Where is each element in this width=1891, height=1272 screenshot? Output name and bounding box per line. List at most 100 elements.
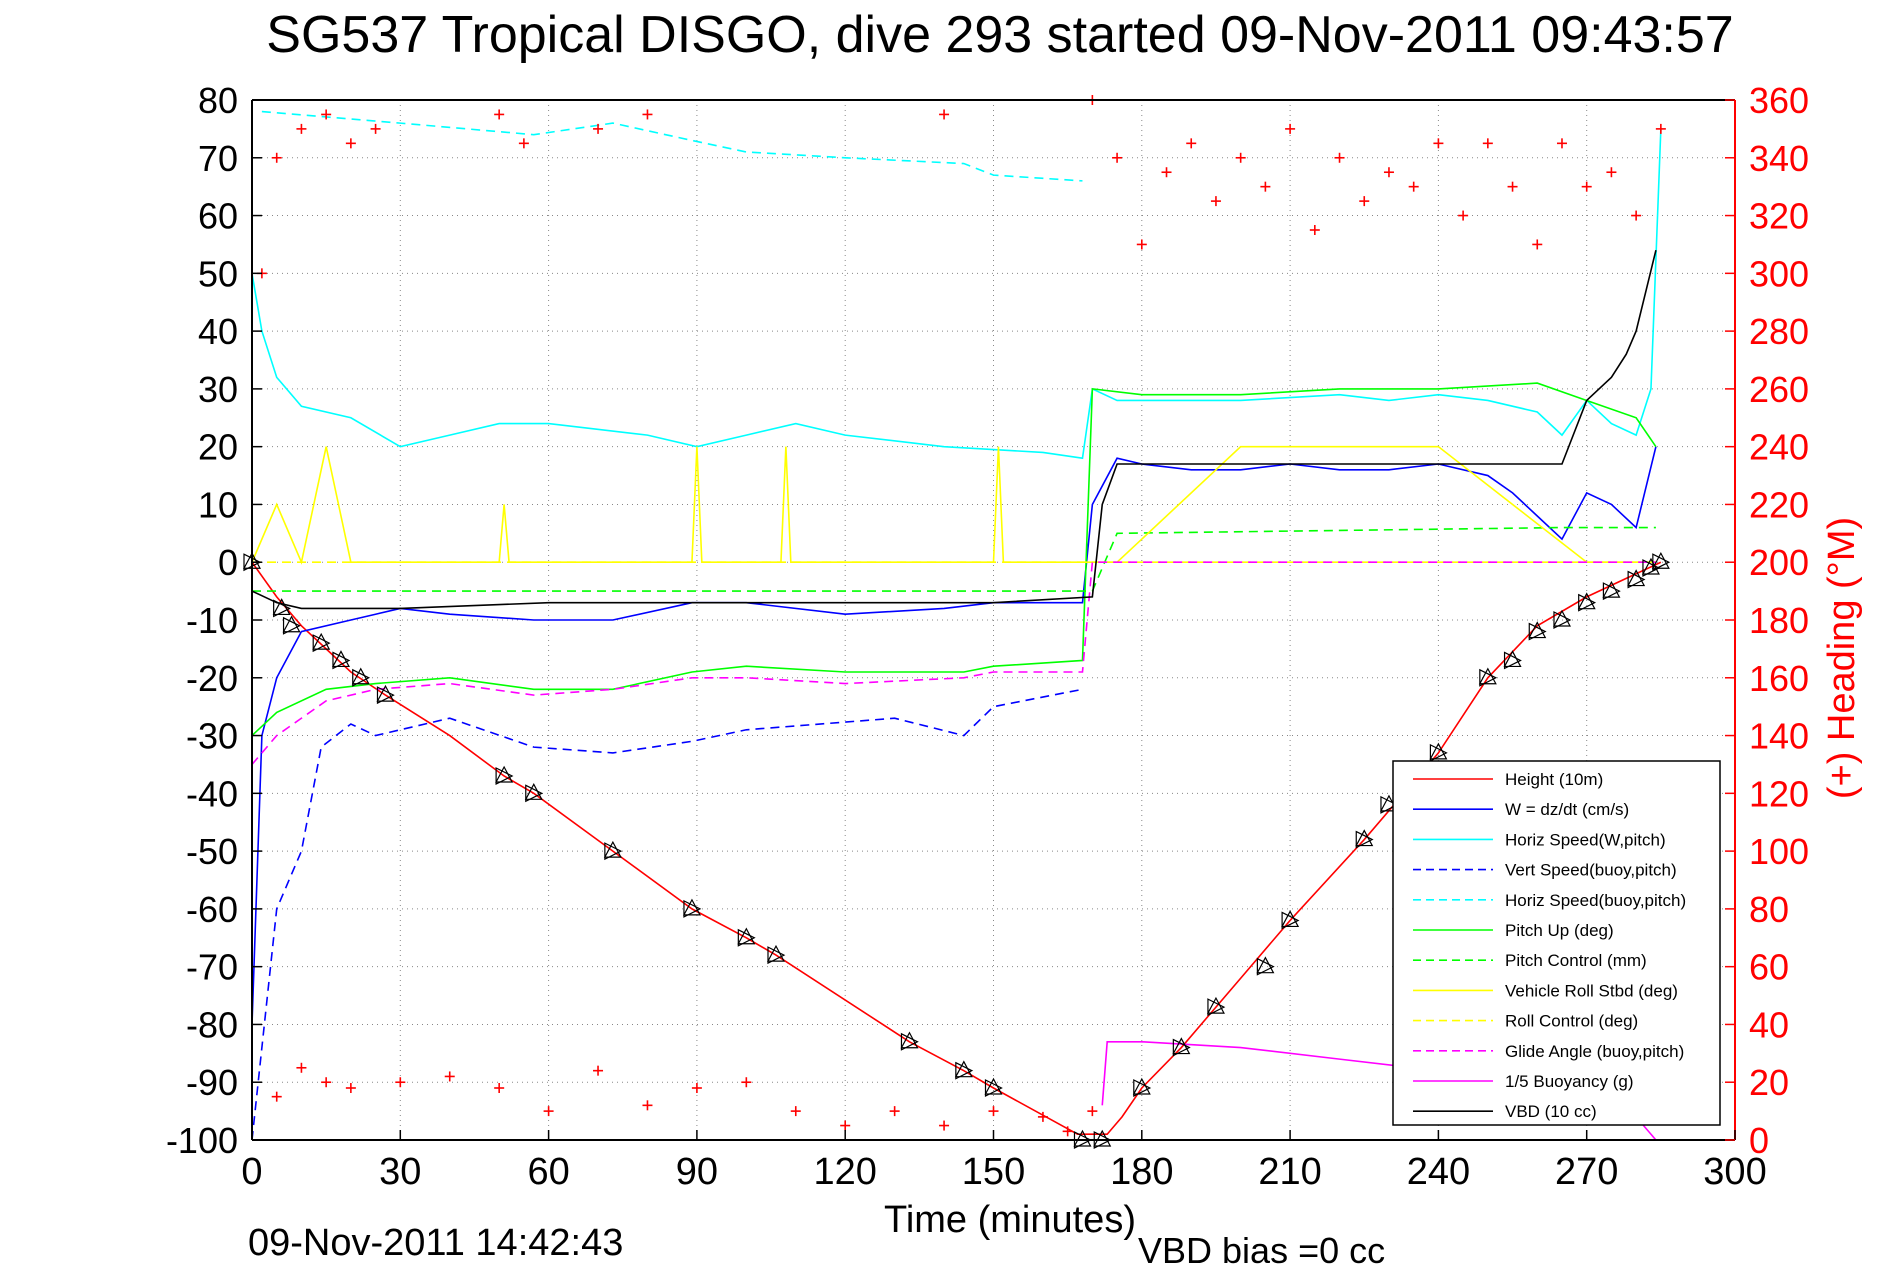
y2-tick-label: 340 — [1749, 138, 1809, 179]
heading-marker — [741, 1077, 752, 1088]
series-line — [251, 382, 1657, 737]
pitch-marker — [1207, 998, 1226, 1017]
pitch-marker — [1503, 651, 1522, 670]
y2-tick-label: 100 — [1749, 831, 1809, 872]
y-tick-label: 10 — [198, 484, 238, 525]
roll-marker — [1478, 667, 1497, 685]
y-tick-label: -10 — [186, 600, 238, 641]
heading-marker — [642, 109, 653, 120]
legend: Height (10m) W = dz/dt (cm/s) Horiz Speed(… — [1392, 760, 1721, 1126]
heading-marker — [1136, 239, 1147, 250]
y2-tick-label: 360 — [1749, 80, 1809, 121]
pitch-marker — [1355, 830, 1374, 849]
heading-marker — [840, 1120, 851, 1131]
pitch-marker — [737, 928, 756, 947]
heading-marker — [691, 1083, 702, 1093]
heading-marker — [1235, 152, 1246, 163]
y2-axis-label: (+) Heading (°M) — [1821, 517, 1863, 799]
heading-marker — [1507, 181, 1518, 192]
roll-marker — [1641, 557, 1660, 575]
legend-label: Pitch Up (deg) — [1505, 921, 1614, 940]
roll-marker — [954, 1060, 973, 1078]
roll-marker — [766, 944, 785, 962]
legend-label: 1/5 Buoyancy (g) — [1505, 1072, 1634, 1091]
pitch-marker — [1627, 570, 1646, 589]
pitch-marker — [1553, 611, 1572, 629]
heading-marker — [642, 1100, 653, 1111]
y2-tick-label: 180 — [1749, 600, 1809, 641]
legend-label: Vehicle Roll Stbd (deg) — [1505, 981, 1678, 1000]
legend-label: VBD (10 cc) — [1505, 1102, 1597, 1121]
roll-marker — [312, 632, 331, 650]
series-line — [251, 688, 1083, 1141]
heading-marker — [1581, 181, 1592, 192]
y2-tick-label: 300 — [1749, 253, 1809, 294]
y2-tick-label: 240 — [1749, 427, 1809, 468]
roll-marker — [1093, 1129, 1112, 1147]
legend-label: Horiz Speed(W,pitch) — [1505, 830, 1666, 849]
y2-tick-label: 60 — [1749, 947, 1789, 988]
x-tick-label: 0 — [241, 1151, 262, 1193]
y-tick-label: 20 — [198, 427, 238, 468]
roll-marker — [1651, 551, 1670, 569]
pitch-marker — [984, 1079, 1003, 1097]
pitch-marker — [525, 784, 544, 803]
legend-label: Vert Speed(buoy,pitch) — [1505, 861, 1677, 880]
series-line — [251, 250, 1657, 610]
y-tick-label: 80 — [198, 80, 238, 121]
x-tick-label: 60 — [527, 1151, 569, 1193]
pitch-marker — [1479, 668, 1498, 687]
heading-marker — [1334, 152, 1345, 163]
x-tick-label: 210 — [1258, 1151, 1321, 1193]
pitch-marker — [1380, 795, 1399, 814]
pitch-marker — [604, 842, 623, 861]
x-tick-label: 120 — [813, 1151, 876, 1193]
y-tick-label: -90 — [186, 1062, 238, 1103]
roll-marker — [737, 927, 756, 945]
pitch-marker — [1578, 593, 1597, 612]
roll-marker — [331, 650, 350, 668]
y-tick-label: -30 — [186, 716, 238, 757]
roll-marker — [495, 765, 514, 783]
y-tick-label: 0 — [218, 542, 238, 583]
roll-marker — [603, 840, 622, 858]
heading-marker — [1087, 1106, 1098, 1117]
heading-marker — [1210, 196, 1221, 207]
heading-marker — [1532, 239, 1543, 250]
pitch-marker — [1281, 911, 1300, 930]
heading-marker — [1359, 196, 1370, 207]
heading-marker — [1161, 167, 1172, 178]
y-tick-label: -50 — [186, 831, 238, 872]
y-tick-label: -70 — [186, 947, 238, 988]
y2-tick-label: 320 — [1749, 196, 1809, 237]
pitch-marker — [1172, 1038, 1191, 1057]
legend-label: W = dz/dt (cm/s) — [1505, 800, 1629, 819]
roll-marker — [1429, 742, 1448, 760]
roll-marker — [1602, 580, 1621, 598]
y2-tick-label: 140 — [1749, 716, 1809, 757]
y-tick-label: 50 — [198, 253, 238, 294]
heading-marker — [1285, 123, 1296, 134]
roll-marker — [1355, 829, 1374, 847]
legend-label: Roll Control (deg) — [1505, 1012, 1638, 1031]
x-tick-label: 300 — [1703, 1151, 1766, 1193]
roll-marker — [900, 1031, 919, 1049]
y-tick-label: 30 — [198, 369, 238, 410]
heading-marker — [321, 1077, 332, 1088]
y2-tick-label: 80 — [1749, 889, 1789, 930]
y-tick-label: 70 — [198, 138, 238, 179]
legend-label: Glide Angle (buoy,pitch) — [1505, 1042, 1684, 1061]
heading-marker — [1383, 167, 1394, 178]
heading-marker — [271, 152, 282, 163]
x-axis-label: Time (minutes) — [884, 1199, 1136, 1241]
heading-marker — [1655, 123, 1666, 134]
roll-marker — [272, 598, 291, 616]
heading-marker — [1186, 138, 1197, 149]
heading-marker — [271, 1091, 282, 1102]
pitch-marker — [352, 668, 371, 687]
legend-label: Pitch Control (mm) — [1505, 951, 1647, 970]
pitch-marker — [683, 899, 702, 918]
roll-marker — [282, 615, 301, 633]
heading-marker — [518, 138, 529, 149]
